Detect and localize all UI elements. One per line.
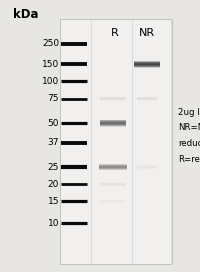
Bar: [134, 65, 160, 66]
Bar: [99, 164, 127, 165]
Bar: [134, 61, 160, 62]
Bar: [100, 124, 126, 125]
Bar: [99, 165, 127, 166]
Text: 15: 15: [48, 197, 59, 206]
Bar: [134, 62, 160, 63]
Bar: [99, 167, 127, 168]
Bar: [100, 123, 126, 124]
Text: NR: NR: [139, 27, 155, 38]
Text: 250: 250: [42, 39, 59, 48]
Text: NR=Non-: NR=Non-: [178, 123, 200, 132]
Bar: [134, 67, 160, 68]
Bar: [100, 120, 126, 121]
Text: reduced: reduced: [178, 139, 200, 149]
Bar: [100, 122, 126, 123]
Bar: [134, 66, 160, 67]
Bar: [100, 125, 126, 126]
Bar: [99, 170, 127, 171]
Text: 25: 25: [48, 163, 59, 172]
Text: R=reduced: R=reduced: [178, 155, 200, 164]
Bar: [134, 60, 160, 61]
Bar: [60, 19, 172, 264]
Text: 100: 100: [42, 77, 59, 86]
Text: 37: 37: [48, 138, 59, 147]
Text: kDa: kDa: [13, 8, 39, 21]
Bar: [99, 168, 127, 169]
Text: R: R: [111, 27, 119, 38]
Text: 10: 10: [48, 219, 59, 228]
Bar: [99, 166, 127, 167]
Bar: [100, 121, 126, 122]
Text: 20: 20: [48, 180, 59, 189]
Text: 150: 150: [42, 60, 59, 69]
Text: 75: 75: [48, 94, 59, 103]
Bar: [134, 64, 160, 65]
Bar: [99, 169, 127, 170]
Bar: [134, 63, 160, 64]
Text: 2ug loading: 2ug loading: [178, 107, 200, 117]
Bar: [100, 119, 126, 120]
Text: 50: 50: [48, 119, 59, 128]
Bar: [100, 126, 126, 127]
